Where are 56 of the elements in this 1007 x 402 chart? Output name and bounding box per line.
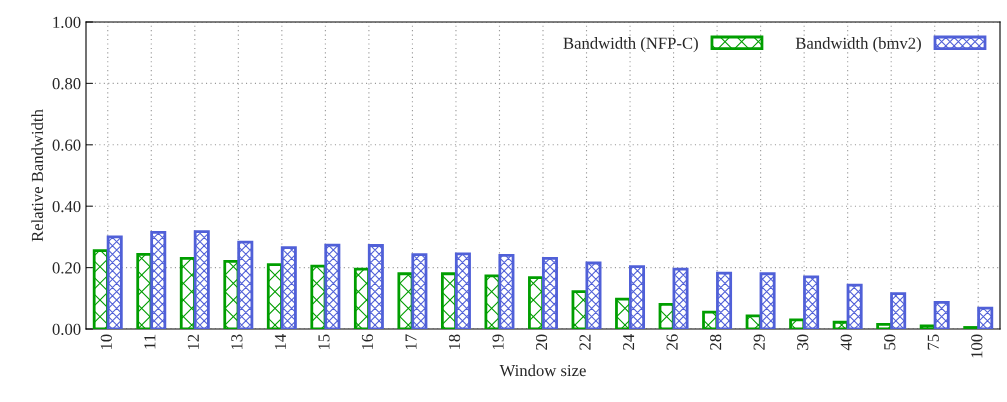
bar xyxy=(977,306,994,329)
x-tick-label: 26 xyxy=(666,334,678,350)
x-tick-label: 17 xyxy=(405,334,417,350)
legend-label: Bandwidth (bmv2) xyxy=(795,37,921,53)
x-tick-label: 14 xyxy=(274,334,286,350)
bar xyxy=(324,243,341,329)
bar xyxy=(832,320,849,329)
bar xyxy=(745,314,762,329)
x-tick-label: 18 xyxy=(448,334,461,350)
bar xyxy=(150,230,167,329)
y-tick-label: 1.00 xyxy=(53,16,81,29)
bar xyxy=(759,272,776,329)
y-tick-label: 0.00 xyxy=(52,323,81,336)
bar xyxy=(716,271,733,329)
bar xyxy=(672,267,689,329)
bar xyxy=(411,253,428,329)
bar xyxy=(237,240,254,329)
x-tick-label: 20 xyxy=(535,334,548,350)
bar xyxy=(789,318,806,329)
y-tick-label: 0.40 xyxy=(52,200,81,213)
x-tick-label: 24 xyxy=(623,334,635,350)
x-tick-label: 22 xyxy=(579,334,591,350)
bar xyxy=(933,300,950,329)
bar xyxy=(106,235,123,329)
y-tick-label: 0.80 xyxy=(52,78,81,90)
legend-label: Bandwidth (NFP-C) xyxy=(563,37,698,53)
bar xyxy=(876,323,893,329)
bar xyxy=(541,257,558,329)
x-tick-label: 13 xyxy=(231,334,243,350)
x-tick-label: 15 xyxy=(318,334,330,350)
y-tick-label: 0.20 xyxy=(52,262,81,274)
x-tick-label: 40 xyxy=(840,334,852,351)
bar xyxy=(585,261,602,329)
bar xyxy=(454,252,471,329)
bar xyxy=(193,230,210,329)
bar xyxy=(280,246,297,329)
x-tick-label: 30 xyxy=(797,334,809,350)
x-tick-label: 12 xyxy=(187,334,199,350)
bar xyxy=(498,253,515,329)
x-tick-label: 50 xyxy=(884,334,896,350)
y-tick-label: 0.60 xyxy=(52,139,81,151)
x-tick-label: 16 xyxy=(361,334,374,350)
bar xyxy=(890,292,907,329)
bar xyxy=(803,275,820,329)
x-tick-label: 75 xyxy=(927,334,939,350)
bar xyxy=(846,283,863,329)
x-tick-label: 28 xyxy=(710,334,722,350)
x-tick-label: 100 xyxy=(971,334,983,358)
x-tick-label: 10 xyxy=(100,334,112,350)
x-axis-title: Window size xyxy=(499,364,586,377)
y-axis-title: Relative Bandwidth xyxy=(31,109,44,242)
x-tick-label: 29 xyxy=(753,334,765,350)
bar xyxy=(367,244,384,329)
x-tick-label: 11 xyxy=(144,334,156,349)
bar xyxy=(629,265,646,329)
x-tick-label: 19 xyxy=(492,334,504,350)
